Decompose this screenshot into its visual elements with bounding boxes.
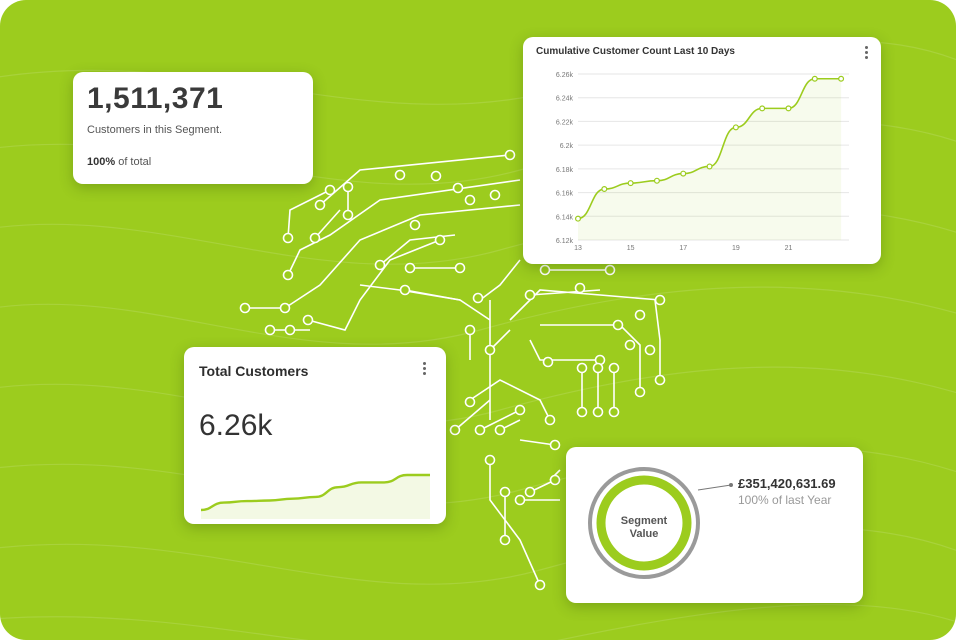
chart-data-point — [759, 105, 766, 112]
segment-percent-suffix: of total — [115, 156, 152, 168]
segment-value-card: Segment Value £351,420,631.69 100% of las… — [566, 447, 863, 603]
ring-progress — [596, 475, 692, 571]
chart-area-fill — [578, 78, 842, 240]
ring-label-line1: Segment — [620, 515, 668, 527]
chart-data-point — [680, 170, 687, 177]
kebab-icon[interactable] — [423, 362, 427, 377]
chart-title: Cumulative Customer Count Last 10 Days — [536, 46, 735, 57]
chart-data-point — [706, 163, 713, 170]
x-tick-label: 21 — [785, 245, 793, 252]
segment-count-card: 1,511,371 Customers in this Segment. 100… — [73, 72, 313, 184]
x-tick-label: 15 — [627, 245, 635, 252]
chart-data-point — [811, 75, 818, 82]
total-customers-title: Total Customers — [199, 363, 309, 379]
segment-value-amount: £351,420,631.69 — [738, 476, 836, 491]
y-tick-label: 6.12k — [556, 238, 574, 245]
value-callout-dot — [729, 483, 733, 487]
segment-value-ring — [588, 467, 733, 579]
x-tick-label: 17 — [679, 245, 687, 252]
segment-value-percent: 100% of last Year — [738, 493, 832, 507]
segment-percent-line: 100% of total — [87, 156, 151, 168]
ring-outer — [588, 467, 700, 579]
ring-label-line2: Value — [629, 528, 659, 540]
ring-label: Segment Value — [590, 515, 698, 541]
y-tick-label: 6.18k — [556, 167, 574, 174]
segment-percent-value: 100% — [87, 156, 116, 168]
y-tick-label: 6.16k — [556, 191, 574, 198]
chart-data-point — [627, 180, 634, 187]
segment-count-description: Customers in this Segment. — [87, 124, 223, 136]
cumulative-line-chart: 6.12k6.14k6.16k6.18k6.2k6.22k6.24k6.26k … — [556, 72, 849, 252]
kebab-icon[interactable] — [865, 46, 869, 61]
chart-data-point — [601, 186, 608, 193]
y-tick-label: 6.22k — [556, 119, 574, 126]
chart-data-point — [574, 215, 581, 222]
cumulative-chart-card: Cumulative Customer Count Last 10 Days 6… — [523, 37, 881, 264]
y-tick-label: 6.24k — [556, 96, 574, 103]
segment-count-value: 1,511,371 — [87, 82, 224, 115]
chart-data-point — [838, 75, 845, 82]
chart-data-point — [653, 177, 660, 184]
total-customers-card: Total Customers 6.26k — [184, 347, 446, 524]
chart-data-point — [732, 124, 739, 131]
total-customers-value: 6.26k — [199, 409, 273, 442]
y-tick-label: 6.14k — [556, 214, 574, 221]
y-tick-label: 6.26k — [556, 72, 574, 79]
chart-data-point — [785, 105, 792, 112]
y-tick-label: 6.2k — [560, 143, 574, 150]
total-customers-sparkline — [200, 473, 430, 519]
value-callout-line — [697, 484, 732, 491]
x-tick-label: 19 — [732, 245, 740, 252]
sparkline-line — [200, 473, 430, 512]
x-tick-label: 13 — [574, 245, 582, 252]
